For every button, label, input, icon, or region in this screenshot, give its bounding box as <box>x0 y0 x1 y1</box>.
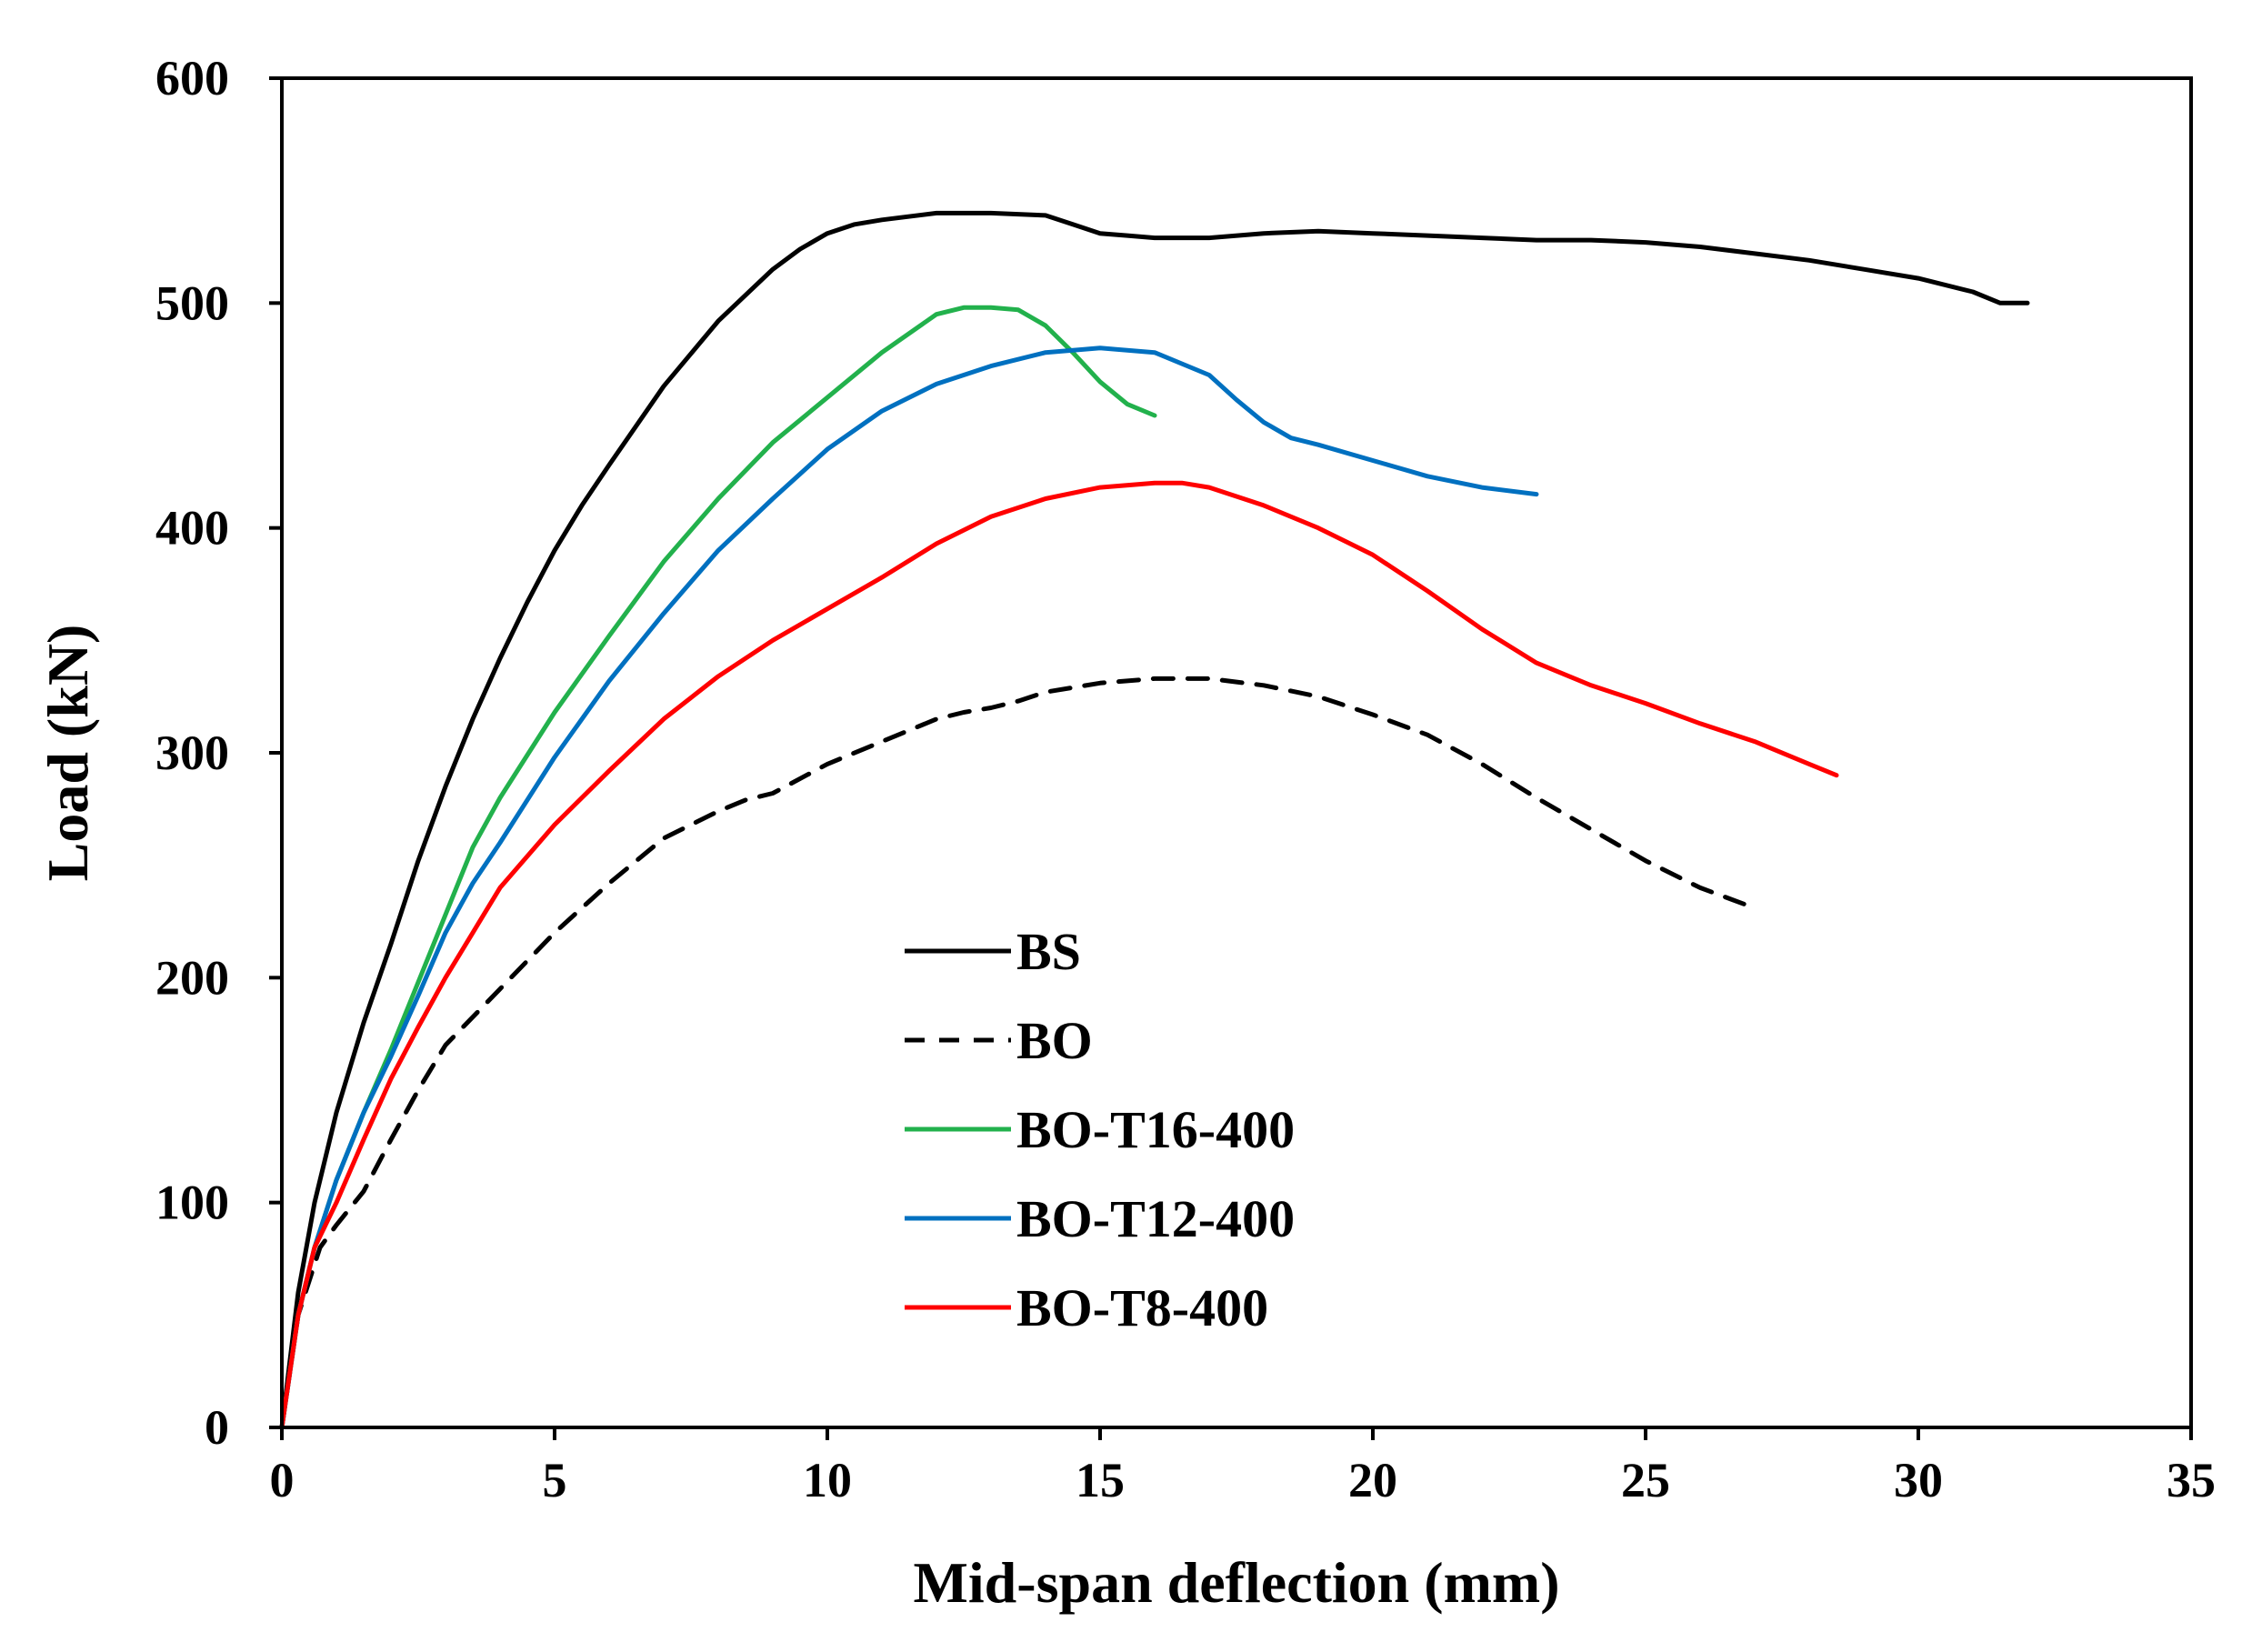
legend-label-bo: BO <box>1016 1011 1093 1070</box>
legend-label-bo-t12-400: BO-T12-400 <box>1016 1189 1295 1248</box>
x-tick-label: 25 <box>1621 1453 1670 1507</box>
y-axis-title: Load (kN) <box>35 625 100 882</box>
series-line-bo-t8-400 <box>279 480 1839 1430</box>
x-tick-label: 35 <box>2167 1453 2216 1507</box>
x-tick-label: 10 <box>803 1453 852 1507</box>
legend: BS BO BO-T16-400 BO-T12-400 BO-T8-400 <box>905 922 1295 1337</box>
x-tick-label: 0 <box>270 1453 295 1507</box>
x-tick-label: 20 <box>1348 1453 1397 1507</box>
y-tick-label: 500 <box>155 275 229 330</box>
legend-label-bs: BS <box>1016 922 1081 981</box>
axis-layer: 0 5 10 15 20 25 30 35 0 100 200 300 400 500 600 <box>155 51 2216 1507</box>
x-axis-title: Mid-span deflection (mm) <box>913 1550 1559 1615</box>
series-layer <box>279 210 2030 1430</box>
series-line-bo <box>279 676 1757 1430</box>
y-tick-label: 400 <box>155 501 229 556</box>
series-line-bs <box>279 210 2030 1430</box>
y-tick-label: 100 <box>155 1176 229 1230</box>
y-tick-label: 300 <box>155 726 229 780</box>
y-tick-label: 600 <box>155 51 229 105</box>
y-tick-label: 0 <box>205 1400 229 1455</box>
x-tick-label: 5 <box>543 1453 567 1507</box>
legend-label-bo-t8-400: BO-T8-400 <box>1016 1278 1268 1337</box>
x-tick-label: 15 <box>1076 1453 1125 1507</box>
legend-label-bo-t16-400: BO-T16-400 <box>1016 1100 1295 1159</box>
x-tick-label: 30 <box>1894 1453 1943 1507</box>
series-line-bo-t12-400 <box>279 345 1539 1430</box>
y-tick-label: 200 <box>155 950 229 1005</box>
